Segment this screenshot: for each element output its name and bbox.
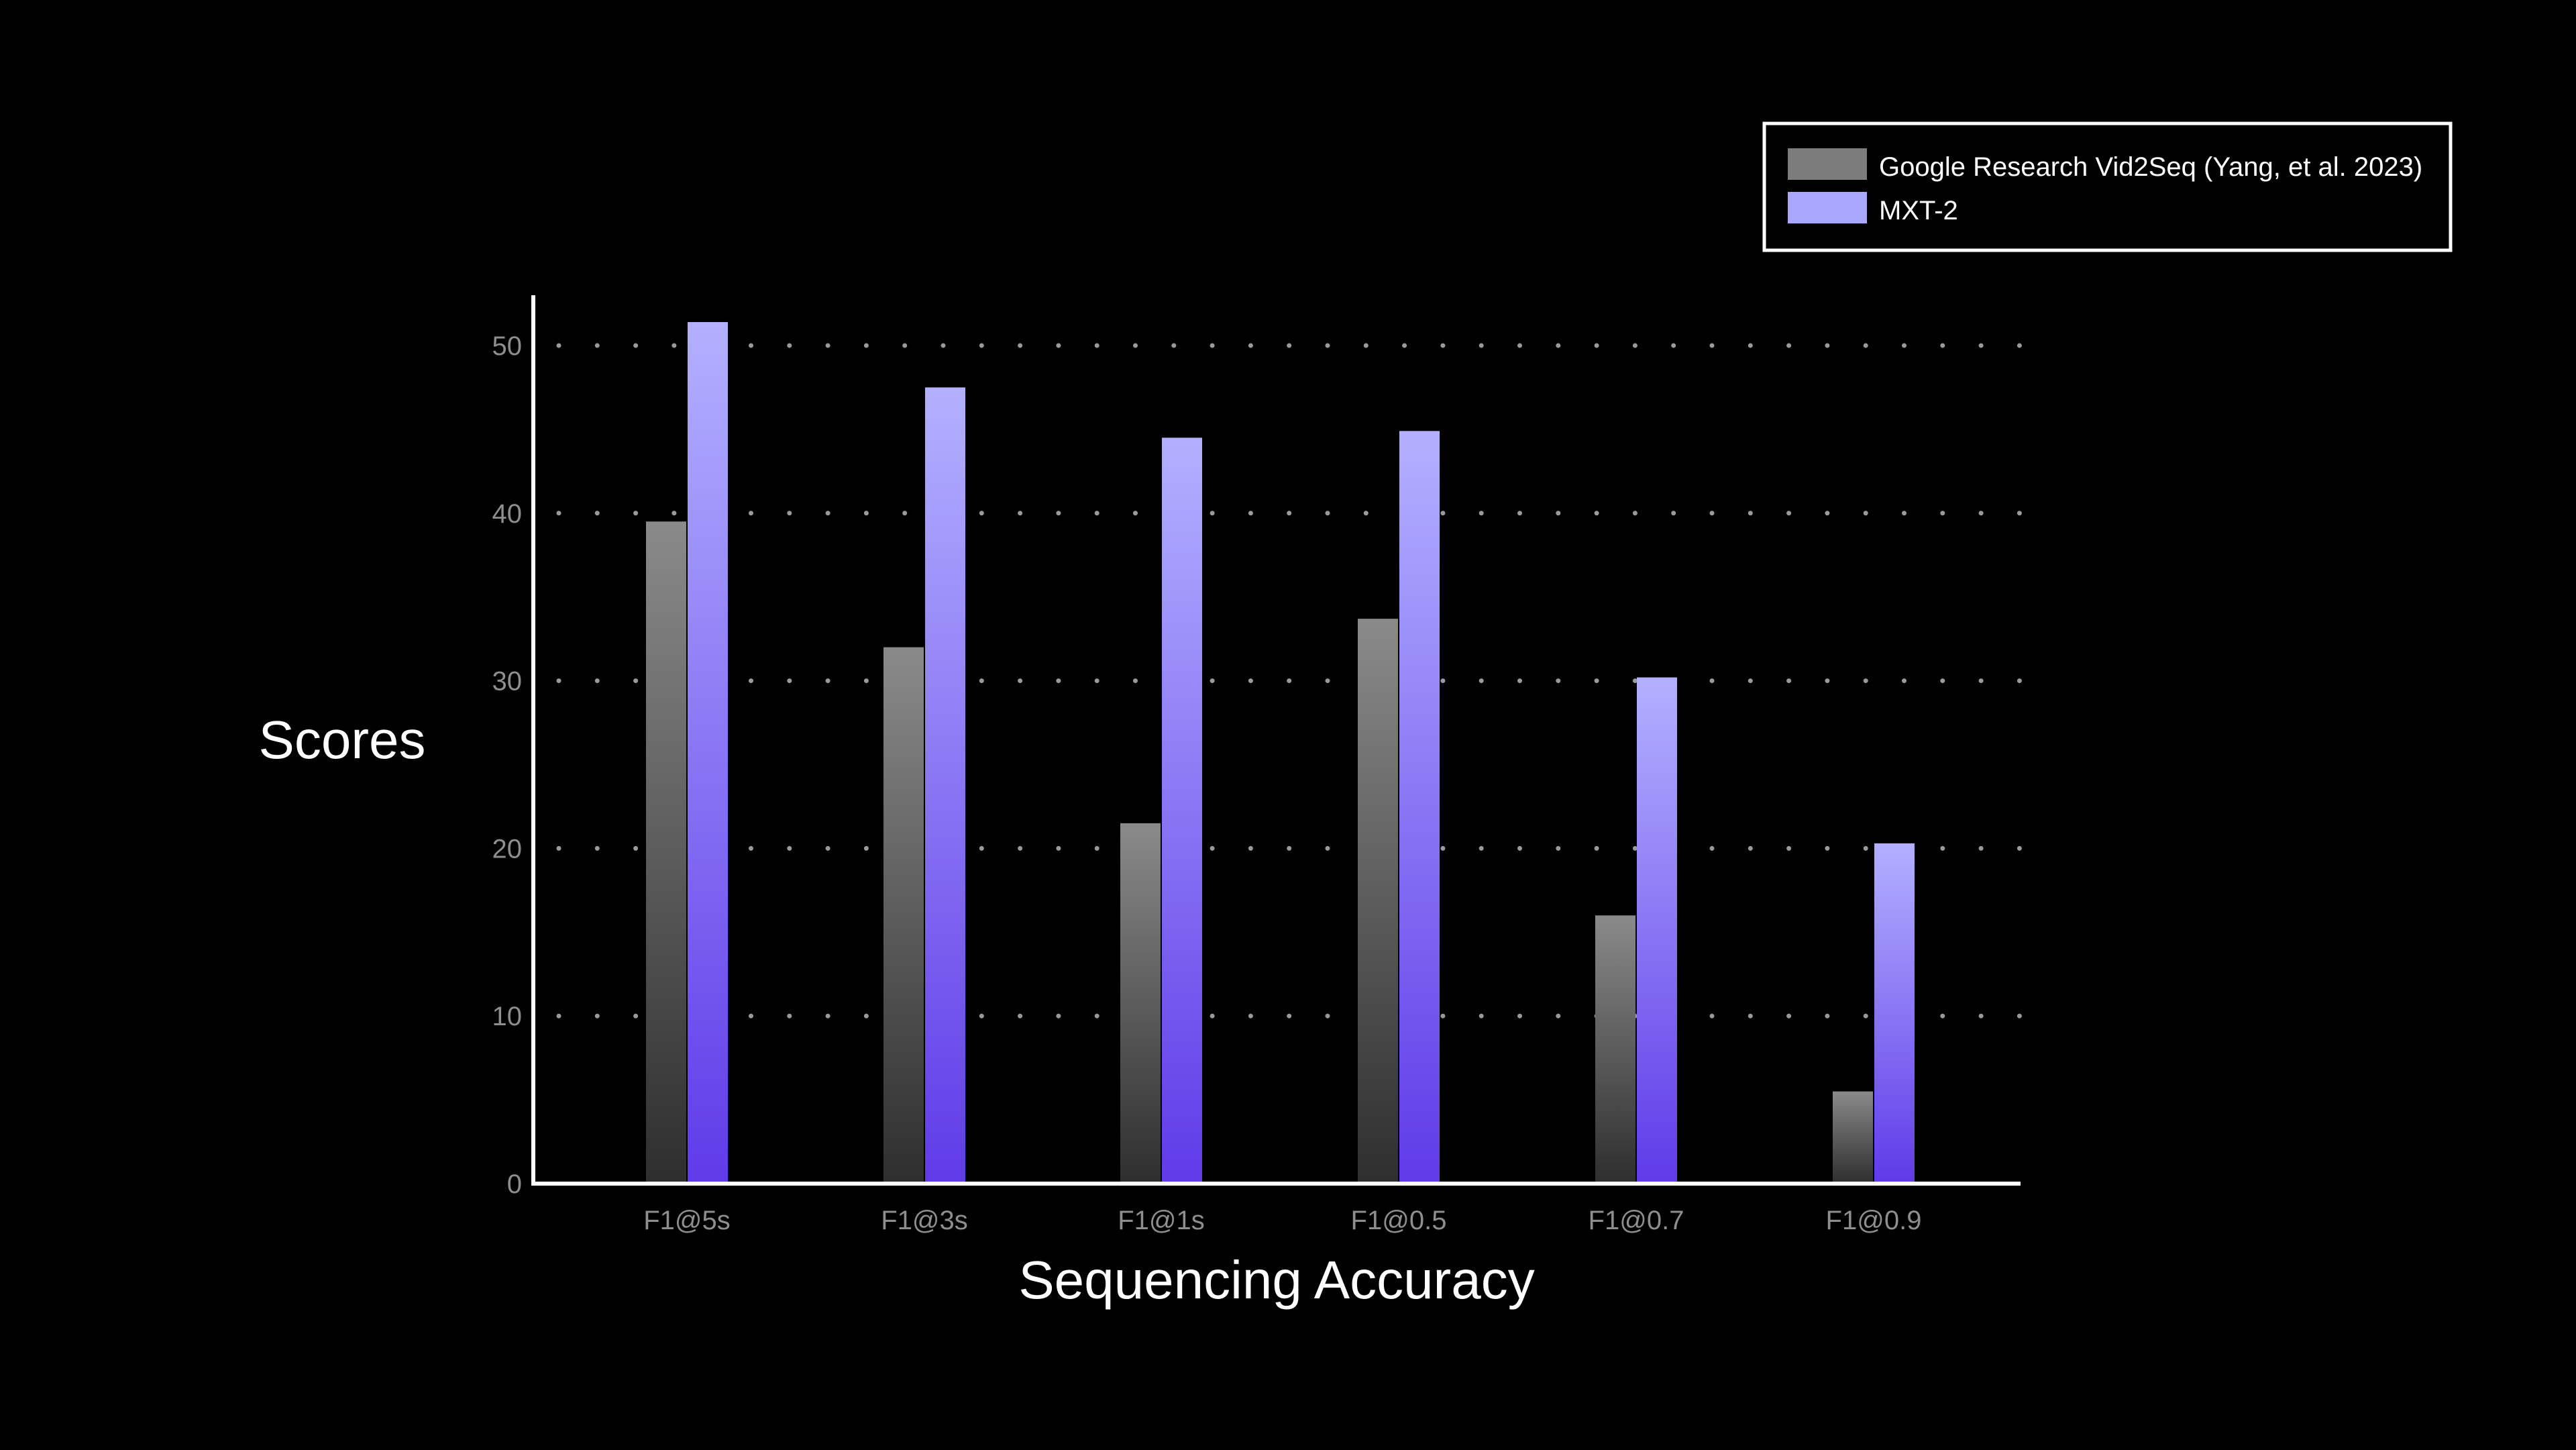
x-axis-title: Sequencing Accuracy — [1018, 1250, 1534, 1310]
bar-mxt2-f1-5s — [688, 321, 728, 1184]
y-tick-label-50: 50 — [492, 331, 523, 361]
y-tick-label-20: 20 — [492, 834, 523, 864]
grid-lines — [556, 343, 2023, 1019]
y-tick-label-30: 30 — [492, 667, 523, 696]
x-tick-label-f1-1s: F1@1s — [1118, 1206, 1205, 1235]
y-tick-label-40: 40 — [492, 499, 523, 529]
tick-labels: 0 10 20 30 40 50 F1@5s F1@3s F1@1s F1@0.5 F1@0.7 F1… — [492, 331, 1922, 1235]
x-tick-label-f1-5s: F1@5s — [643, 1206, 731, 1235]
legend-label-vid2seq: Google Research Vid2Seq (Yang, et al. 20… — [1879, 152, 2422, 182]
legend-box — [1762, 121, 2453, 252]
bar-vid2seq-f1-1s — [1120, 823, 1161, 1184]
bars — [646, 321, 1915, 1184]
bar-mxt2-f1-0-7 — [1637, 677, 1677, 1184]
bar-vid2seq-f1-3s — [883, 647, 924, 1184]
bar-mxt2-f1-0-5 — [1399, 431, 1440, 1184]
bar-vid2seq-f1-0-5 — [1358, 619, 1398, 1184]
x-tick-label-f1-0-5: F1@0.5 — [1351, 1206, 1447, 1235]
x-tick-label-f1-0-7: F1@0.7 — [1589, 1206, 1684, 1235]
y-axis-title: Scores — [259, 710, 426, 770]
legend-swatch-vid2seq — [1788, 148, 1867, 180]
bar-vid2seq-f1-0-9 — [1833, 1091, 1873, 1184]
bar-vid2seq-f1-5s — [646, 521, 686, 1184]
y-tick-label-10: 10 — [492, 1002, 523, 1031]
bar-mxt2-f1-3s — [925, 387, 965, 1184]
legend-swatch-mxt2 — [1788, 192, 1867, 223]
bar-mxt2-f1-1s — [1162, 437, 1202, 1184]
legend: Google Research Vid2Seq (Yang, et al. 20… — [1762, 121, 2453, 252]
bar-vid2seq-f1-0-7 — [1595, 915, 1635, 1184]
legend-label-mxt2: MXT-2 — [1879, 196, 1958, 225]
axes — [531, 295, 2021, 1186]
x-tick-label-f1-3s: F1@3s — [881, 1206, 968, 1235]
bar-mxt2-f1-0-9 — [1874, 843, 1915, 1184]
x-tick-label-f1-0-9: F1@0.9 — [1826, 1206, 1922, 1235]
y-tick-label-0: 0 — [507, 1170, 522, 1199]
